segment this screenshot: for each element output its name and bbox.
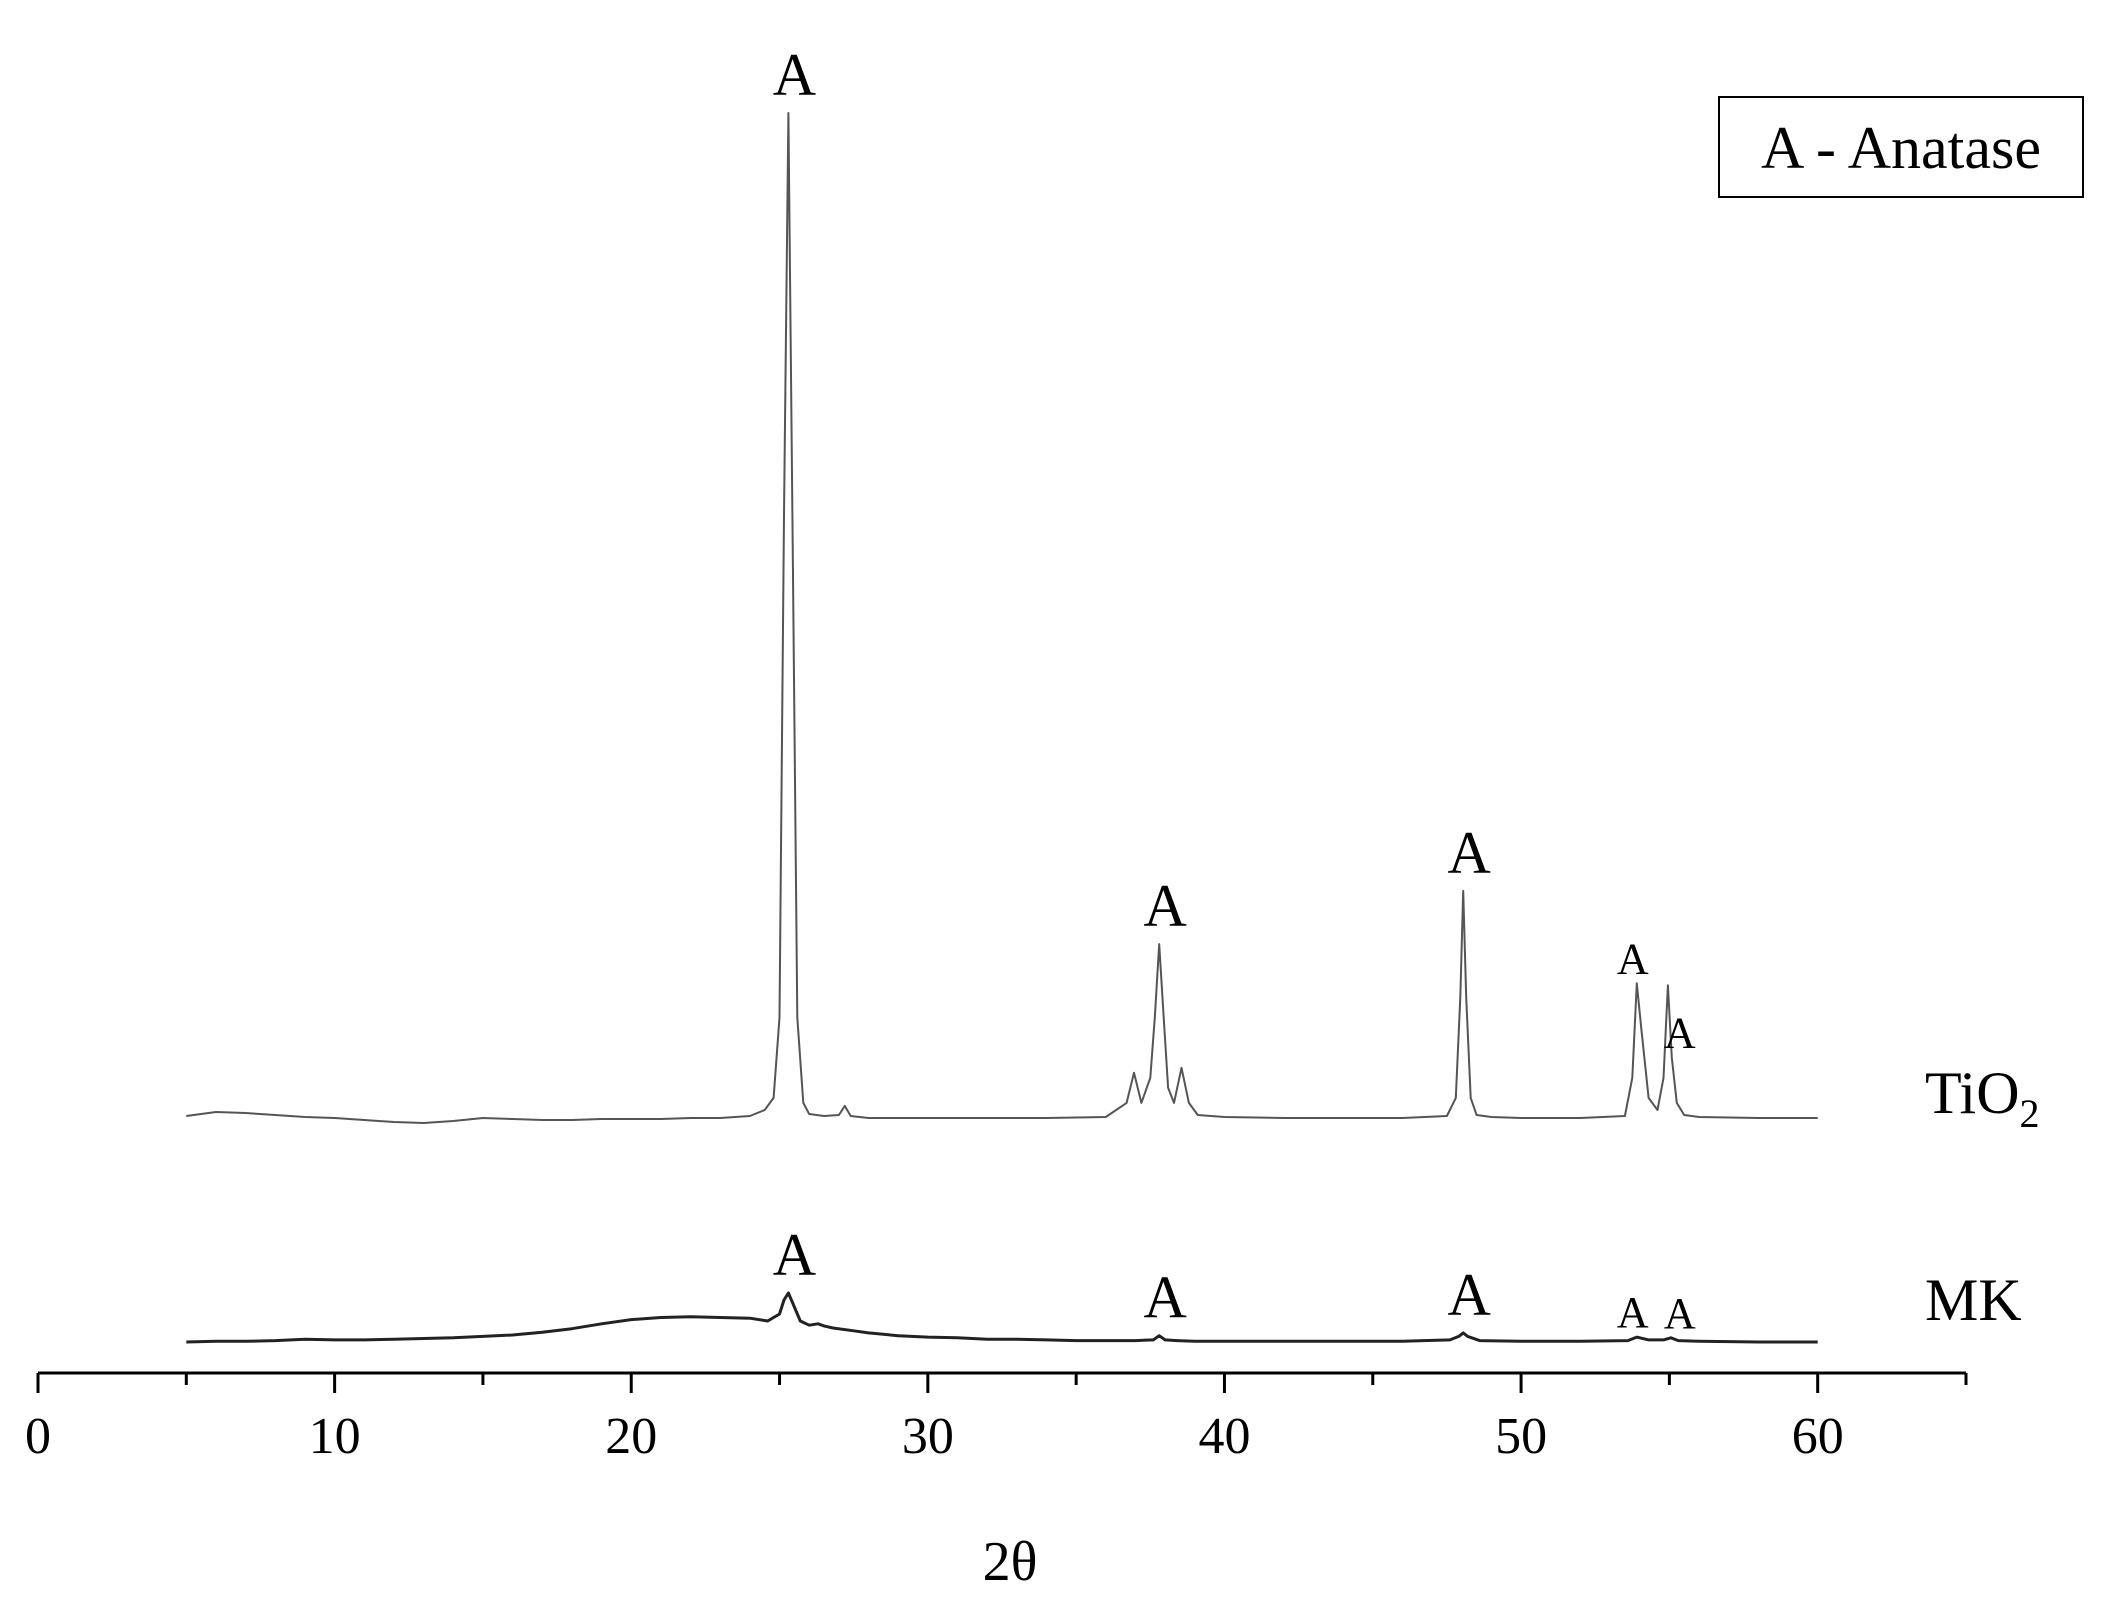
x-tick-label: 0 [25,1408,51,1465]
series-label-mk: MK [1925,1267,2022,1333]
series-traces [186,112,1818,1344]
x-tick-label: 40 [1198,1408,1250,1465]
series-label-tio2: TiO2 [1925,1060,2040,1136]
series-mk-line [186,1291,1818,1344]
legend: A - Anatase [1718,96,2084,198]
x-tick-label: 50 [1495,1408,1547,1465]
x-axis: 0 10 20 30 40 50 60 [25,1371,1968,1465]
x-tick-label: 20 [605,1408,657,1465]
peak-label-mk: A [1448,1262,1491,1328]
legend-text: A - Anatase [1761,115,2041,181]
series-labels: TiO2 MK [1925,1060,2040,1333]
peak-label-tio2: A [1144,873,1187,939]
peak-label-mk: A [773,1222,816,1288]
peak-label-tio2: A [1448,820,1491,886]
peak-label-mk: A [1617,1288,1649,1337]
x-tick-label: 30 [902,1408,954,1465]
peak-label-tio2: A [773,42,816,108]
x-axis-label: 2θ [983,1531,1038,1593]
peak-label-mk: A [1144,1265,1187,1331]
x-tick-label: 10 [309,1408,361,1465]
peak-label-tio2: A [1617,934,1649,983]
series-tio2-line [186,112,1818,1124]
legend-box [1718,96,2084,198]
peak-label-mk: A [1664,1289,1696,1338]
x-tick-label: 60 [1792,1408,1844,1465]
peak-label-tio2: A [1664,1009,1696,1058]
